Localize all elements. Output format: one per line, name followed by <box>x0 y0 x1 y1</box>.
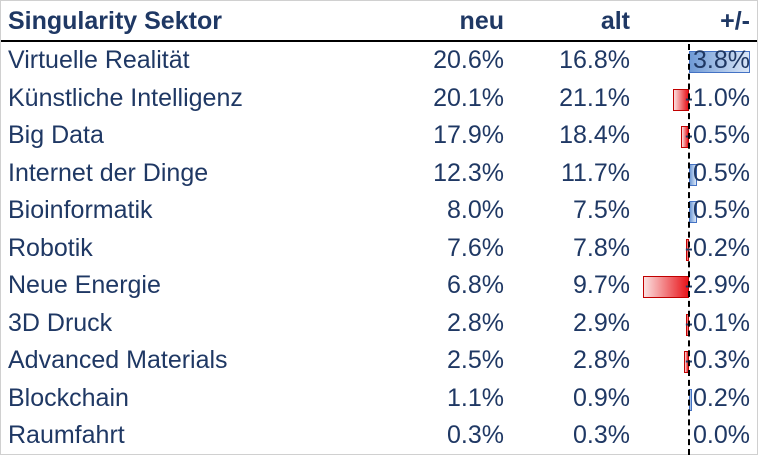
value-neu: 17.9% <box>433 121 504 149</box>
value-delta: -2.9% <box>684 271 750 299</box>
value-alt: 2.9% <box>573 308 630 337</box>
header-alt: alt <box>600 7 630 35</box>
value-neu: 6.8% <box>447 271 504 299</box>
table-row: Neue Energie 6.8% 9.7% -2.9% <box>0 267 758 304</box>
value-neu: 20.1% <box>433 83 504 112</box>
sector-name: Internet der Dinge <box>8 158 209 187</box>
sector-name: Virtuelle Realität <box>8 46 190 74</box>
header-sektor: Singularity Sektor <box>8 7 222 35</box>
delta-bar-negative <box>642 276 689 298</box>
sector-name: Neue Energie <box>8 271 161 299</box>
value-neu: 8.0% <box>447 196 504 224</box>
value-alt: 0.9% <box>573 383 630 412</box>
value-alt: 11.7% <box>560 158 630 187</box>
value-alt: 7.5% <box>573 196 630 224</box>
value-neu: 12.3% <box>433 158 504 187</box>
sector-name: Big Data <box>8 121 104 149</box>
value-neu: 2.5% <box>447 346 504 374</box>
table-row: Internet der Dinge 12.3% 11.7% 0.5% <box>0 155 758 192</box>
table-row: Big Data 17.9% 18.4% -0.5% <box>0 117 758 154</box>
value-alt: 18.4% <box>559 121 630 149</box>
table-row: Robotik 7.6% 7.8% -0.2% <box>0 230 758 267</box>
zero-axis-line <box>688 44 690 455</box>
value-delta: 0.5% <box>693 196 750 224</box>
value-alt: 0.3% <box>573 421 630 449</box>
table-row: Virtuelle Realität 20.6% 16.8% 3.8% <box>0 42 758 79</box>
sector-name: Advanced Materials <box>8 346 228 374</box>
header-neu: neu <box>459 7 504 35</box>
table-row: Blockchain 1.1% 0.9% 0.2% <box>0 380 758 417</box>
value-delta: -1.0% <box>684 83 750 112</box>
value-alt: 21.1% <box>559 83 630 112</box>
sector-name: Künstliche Intelligenz <box>8 83 243 112</box>
sector-name: 3D Druck <box>8 308 113 337</box>
sector-name: Raumfahrt <box>8 421 125 449</box>
sector-name: Bioinformatik <box>8 196 153 224</box>
value-neu: 7.6% <box>447 233 504 262</box>
value-alt: 16.8% <box>559 46 630 74</box>
value-alt: 7.8% <box>573 233 630 262</box>
table-row: Künstliche Intelligenz 20.1% 21.1% -1.0% <box>0 80 758 117</box>
value-alt: 2.8% <box>573 346 630 374</box>
table-row: Bioinformatik 8.0% 7.5% 0.5% <box>0 192 758 229</box>
sector-name: Robotik <box>8 233 93 262</box>
value-delta: 0.2% <box>693 383 750 412</box>
sector-name: Blockchain <box>8 383 129 412</box>
table-row: Advanced Materials 2.5% 2.8% -0.3% <box>0 342 758 379</box>
table-row: Raumfahrt 0.3% 0.3% 0.0% <box>0 417 758 454</box>
value-delta: 0.5% <box>693 158 750 187</box>
table-row: 3D Druck 2.8% 2.9% -0.1% <box>0 305 758 342</box>
value-neu: 0.3% <box>447 421 504 449</box>
value-alt: 9.7% <box>573 271 630 299</box>
value-delta: -0.2% <box>684 233 750 262</box>
header-divider <box>0 40 758 42</box>
value-delta: -0.1% <box>684 308 750 337</box>
header-delta: +/- <box>720 7 750 35</box>
value-delta: 3.8% <box>693 46 750 74</box>
value-neu: 2.8% <box>447 308 504 337</box>
value-delta: -0.3% <box>684 346 750 374</box>
value-delta: -0.5% <box>684 121 750 149</box>
value-neu: 1.1% <box>447 383 504 412</box>
value-neu: 20.6% <box>433 46 504 74</box>
value-delta: 0.0% <box>693 421 750 449</box>
